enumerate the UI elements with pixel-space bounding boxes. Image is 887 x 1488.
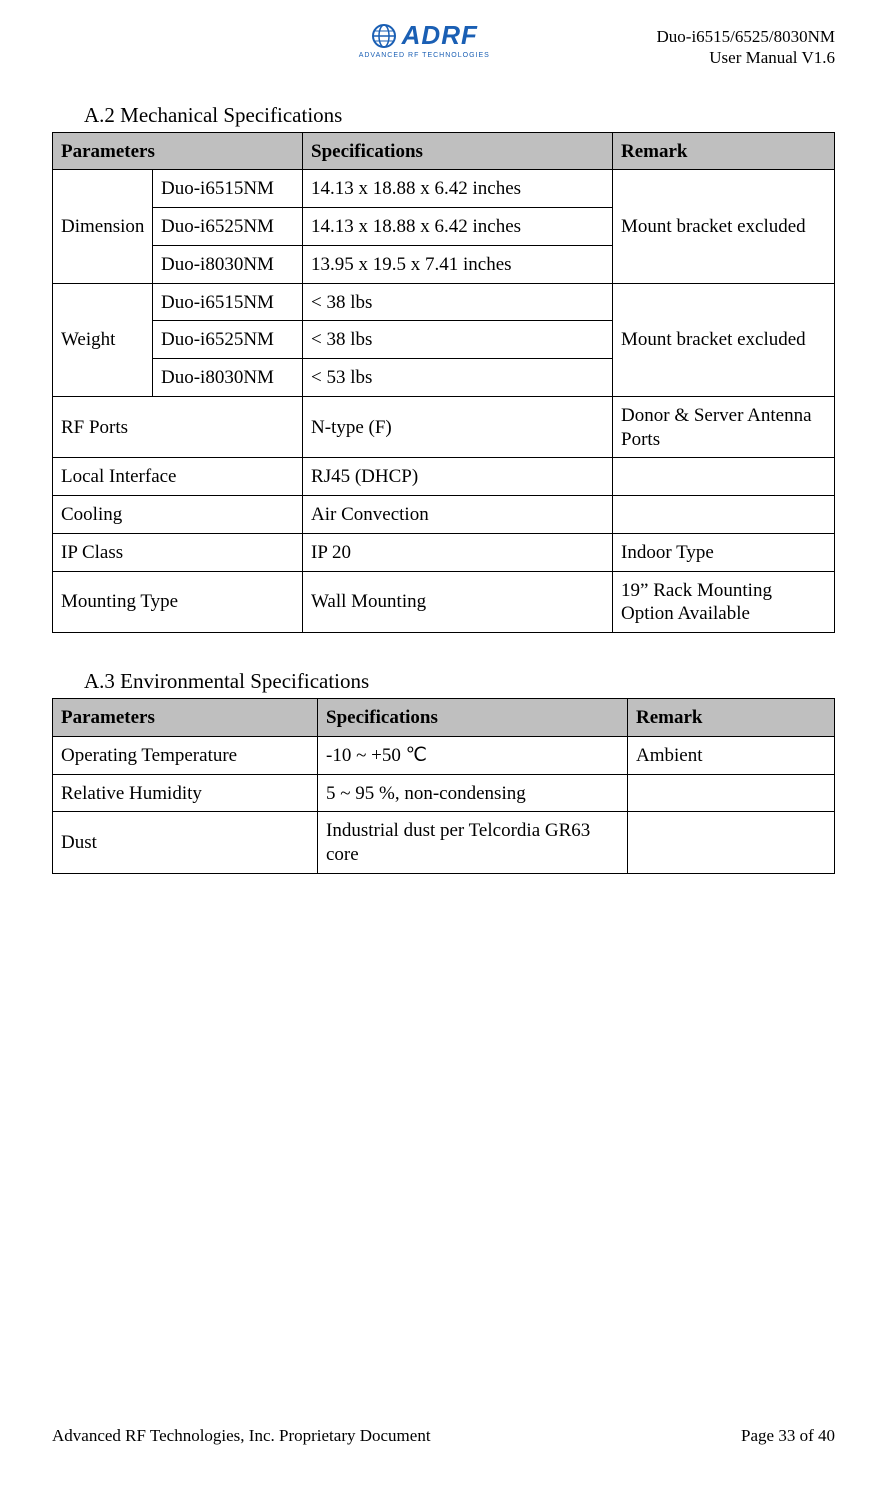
- table-row: Relative Humidity 5 ~ 95 %, non-condensi…: [53, 774, 835, 812]
- logo-text: ADRF: [402, 20, 478, 51]
- th-specifications: Specifications: [303, 132, 613, 170]
- cell-model: Duo-i6525NM: [153, 321, 303, 359]
- globe-icon: [371, 23, 397, 49]
- cell-spec: 14.13 x 18.88 x 6.42 inches: [303, 170, 613, 208]
- cell-spec: 5 ~ 95 %, non-condensing: [318, 774, 628, 812]
- table-row: Local Interface RJ45 (DHCP): [53, 458, 835, 496]
- table-header-row: Parameters Specifications Remark: [53, 699, 835, 737]
- cell-remark: 19” Rack Mounting Option Available: [613, 571, 835, 633]
- cell-remark: [628, 812, 835, 874]
- section-gap: [52, 633, 835, 669]
- cell-weight-remark: Mount bracket excluded: [613, 283, 835, 396]
- cell-param: IP Class: [53, 533, 303, 571]
- cell-spec: -10 ~ +50 ℃: [318, 736, 628, 774]
- th-remark: Remark: [613, 132, 835, 170]
- cell-remark: [628, 774, 835, 812]
- footer-left: Advanced RF Technologies, Inc. Proprieta…: [52, 1426, 431, 1446]
- logo-top-row: ADRF: [371, 20, 478, 51]
- mechanical-spec-table: Parameters Specifications Remark Dimensi…: [52, 132, 835, 634]
- table-row: RF Ports N-type (F) Donor & Server Anten…: [53, 396, 835, 458]
- cell-spec: < 38 lbs: [303, 321, 613, 359]
- cell-dimension-label: Dimension: [53, 170, 153, 283]
- cell-param: Mounting Type: [53, 571, 303, 633]
- cell-spec: Air Convection: [303, 496, 613, 534]
- cell-weight-label: Weight: [53, 283, 153, 396]
- cell-remark: Donor & Server Antenna Ports: [613, 396, 835, 458]
- cell-model: Duo-i6515NM: [153, 170, 303, 208]
- table-row: Weight Duo-i6515NM < 38 lbs Mount bracke…: [53, 283, 835, 321]
- cell-param: RF Ports: [53, 396, 303, 458]
- doc-id-line1: Duo-i6515/6525/8030NM: [657, 26, 836, 47]
- cell-spec: N-type (F): [303, 396, 613, 458]
- table-header-row: Parameters Specifications Remark: [53, 132, 835, 170]
- cell-remark: [613, 458, 835, 496]
- cell-remark: Ambient: [628, 736, 835, 774]
- cell-param: Relative Humidity: [53, 774, 318, 812]
- cell-param: Operating Temperature: [53, 736, 318, 774]
- page: ADRF ADVANCED RF TECHNOLOGIES Duo-i6515/…: [0, 0, 887, 1488]
- section-a2-heading: A.2 Mechanical Specifications: [84, 103, 835, 128]
- cell-param: Local Interface: [53, 458, 303, 496]
- cell-model: Duo-i8030NM: [153, 245, 303, 283]
- table-row: Mounting Type Wall Mounting 19” Rack Mou…: [53, 571, 835, 633]
- cell-spec: 13.95 x 19.5 x 7.41 inches: [303, 245, 613, 283]
- cell-param: Cooling: [53, 496, 303, 534]
- cell-spec: < 53 lbs: [303, 359, 613, 397]
- cell-dimension-remark: Mount bracket excluded: [613, 170, 835, 283]
- cell-spec: 14.13 x 18.88 x 6.42 inches: [303, 208, 613, 246]
- th-parameters: Parameters: [53, 132, 303, 170]
- cell-spec: IP 20: [303, 533, 613, 571]
- table-row: Dimension Duo-i6515NM 14.13 x 18.88 x 6.…: [53, 170, 835, 208]
- logo-subtitle: ADVANCED RF TECHNOLOGIES: [359, 52, 490, 59]
- table-row: Cooling Air Convection: [53, 496, 835, 534]
- cell-spec: RJ45 (DHCP): [303, 458, 613, 496]
- page-footer: Advanced RF Technologies, Inc. Proprieta…: [52, 1426, 835, 1446]
- section-a3-heading: A.3 Environmental Specifications: [84, 669, 835, 694]
- environmental-spec-table: Parameters Specifications Remark Operati…: [52, 698, 835, 874]
- page-header: ADRF ADVANCED RF TECHNOLOGIES Duo-i6515/…: [52, 20, 835, 69]
- footer-right: Page 33 of 40: [741, 1426, 835, 1446]
- cell-model: Duo-i6525NM: [153, 208, 303, 246]
- cell-model: Duo-i8030NM: [153, 359, 303, 397]
- document-id: Duo-i6515/6525/8030NM User Manual V1.6: [657, 20, 836, 69]
- th-parameters: Parameters: [53, 699, 318, 737]
- table-row: IP Class IP 20 Indoor Type: [53, 533, 835, 571]
- cell-remark: [613, 496, 835, 534]
- th-remark: Remark: [628, 699, 835, 737]
- cell-remark: Indoor Type: [613, 533, 835, 571]
- cell-spec: Industrial dust per Telcordia GR63 core: [318, 812, 628, 874]
- doc-id-line2: User Manual V1.6: [657, 47, 836, 68]
- cell-param: Dust: [53, 812, 318, 874]
- logo: ADRF ADVANCED RF TECHNOLOGIES: [359, 20, 490, 59]
- table-row: Operating Temperature -10 ~ +50 ℃ Ambien…: [53, 736, 835, 774]
- cell-model: Duo-i6515NM: [153, 283, 303, 321]
- logo-container: ADRF ADVANCED RF TECHNOLOGIES: [52, 20, 657, 59]
- table-row: Dust Industrial dust per Telcordia GR63 …: [53, 812, 835, 874]
- cell-spec: Wall Mounting: [303, 571, 613, 633]
- cell-spec: < 38 lbs: [303, 283, 613, 321]
- th-specifications: Specifications: [318, 699, 628, 737]
